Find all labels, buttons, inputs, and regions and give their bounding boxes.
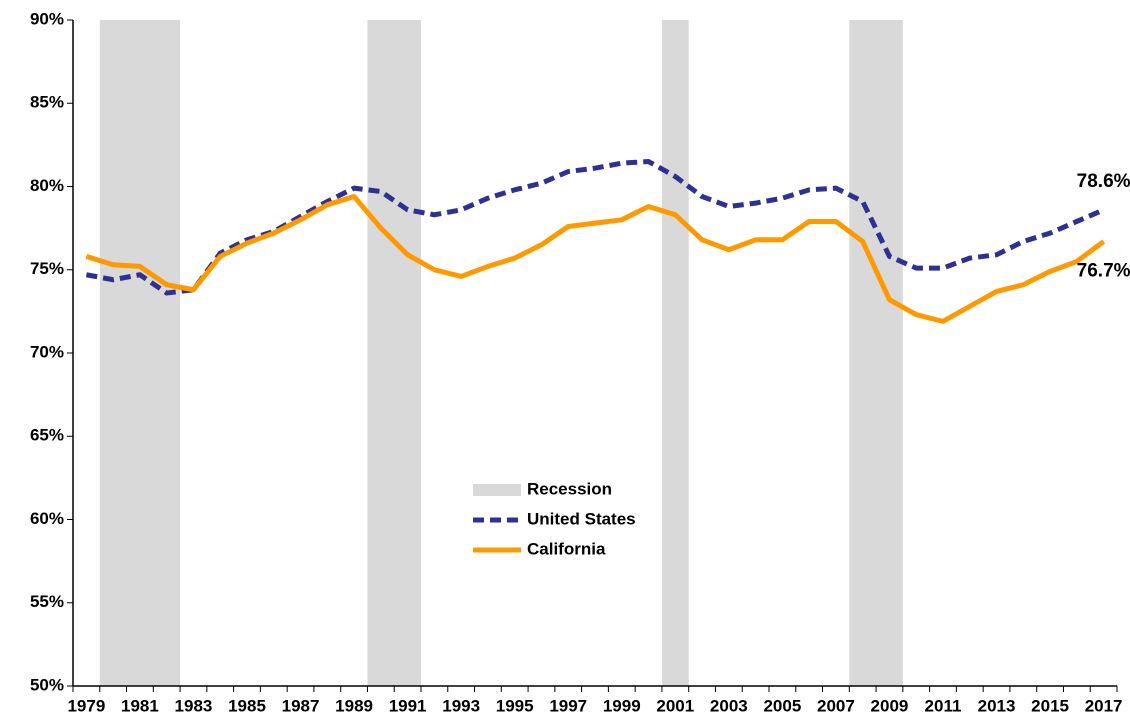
x-tick-label: 1993 — [442, 696, 480, 715]
series-line — [85, 193, 1106, 324]
x-tick-label: 2007 — [817, 696, 855, 715]
y-tick-label: 80% — [30, 176, 64, 195]
legend-label: California — [527, 539, 606, 558]
recession-band — [99, 20, 181, 686]
x-tick-label: 2017 — [1085, 696, 1123, 715]
y-tick-label: 85% — [30, 93, 64, 112]
recession-band — [661, 20, 689, 686]
x-tick-label: 1991 — [389, 696, 427, 715]
legend-label: Recession — [527, 479, 612, 498]
x-tick-label: 1979 — [67, 696, 105, 715]
x-tick-label: 1985 — [228, 696, 266, 715]
y-tick-label: 65% — [30, 426, 64, 445]
y-tick-label: 60% — [30, 509, 64, 528]
y-tick-label: 90% — [30, 9, 64, 28]
y-tick-label: 70% — [30, 342, 64, 361]
x-tick-label: 2001 — [656, 696, 694, 715]
y-tick-label: 75% — [30, 259, 64, 278]
legend-swatch — [473, 484, 521, 496]
x-tick-label: 2005 — [763, 696, 801, 715]
y-tick-label: 50% — [30, 675, 64, 694]
recession-band — [367, 20, 421, 686]
x-tick-label: 1983 — [175, 696, 213, 715]
value-label: 76.7% — [1077, 260, 1130, 281]
x-tick-label: 2009 — [871, 696, 909, 715]
y-tick-label: 55% — [30, 592, 64, 611]
legend-label: United States — [527, 509, 636, 528]
value-label: 78.6% — [1077, 171, 1130, 192]
x-tick-label: 1997 — [549, 696, 587, 715]
x-tick-label: 1989 — [335, 696, 373, 715]
recession-band — [849, 20, 903, 686]
x-tick-label: 1981 — [121, 696, 159, 715]
x-tick-label: 1987 — [282, 696, 320, 715]
x-tick-label: 1999 — [603, 696, 641, 715]
x-tick-label: 2003 — [710, 696, 748, 715]
x-tick-label: 2011 — [925, 696, 962, 715]
x-tick-label: 2015 — [1031, 696, 1069, 715]
x-tick-label: 1995 — [496, 696, 534, 715]
x-tick-label: 2013 — [978, 696, 1016, 715]
series-line — [85, 159, 1105, 296]
